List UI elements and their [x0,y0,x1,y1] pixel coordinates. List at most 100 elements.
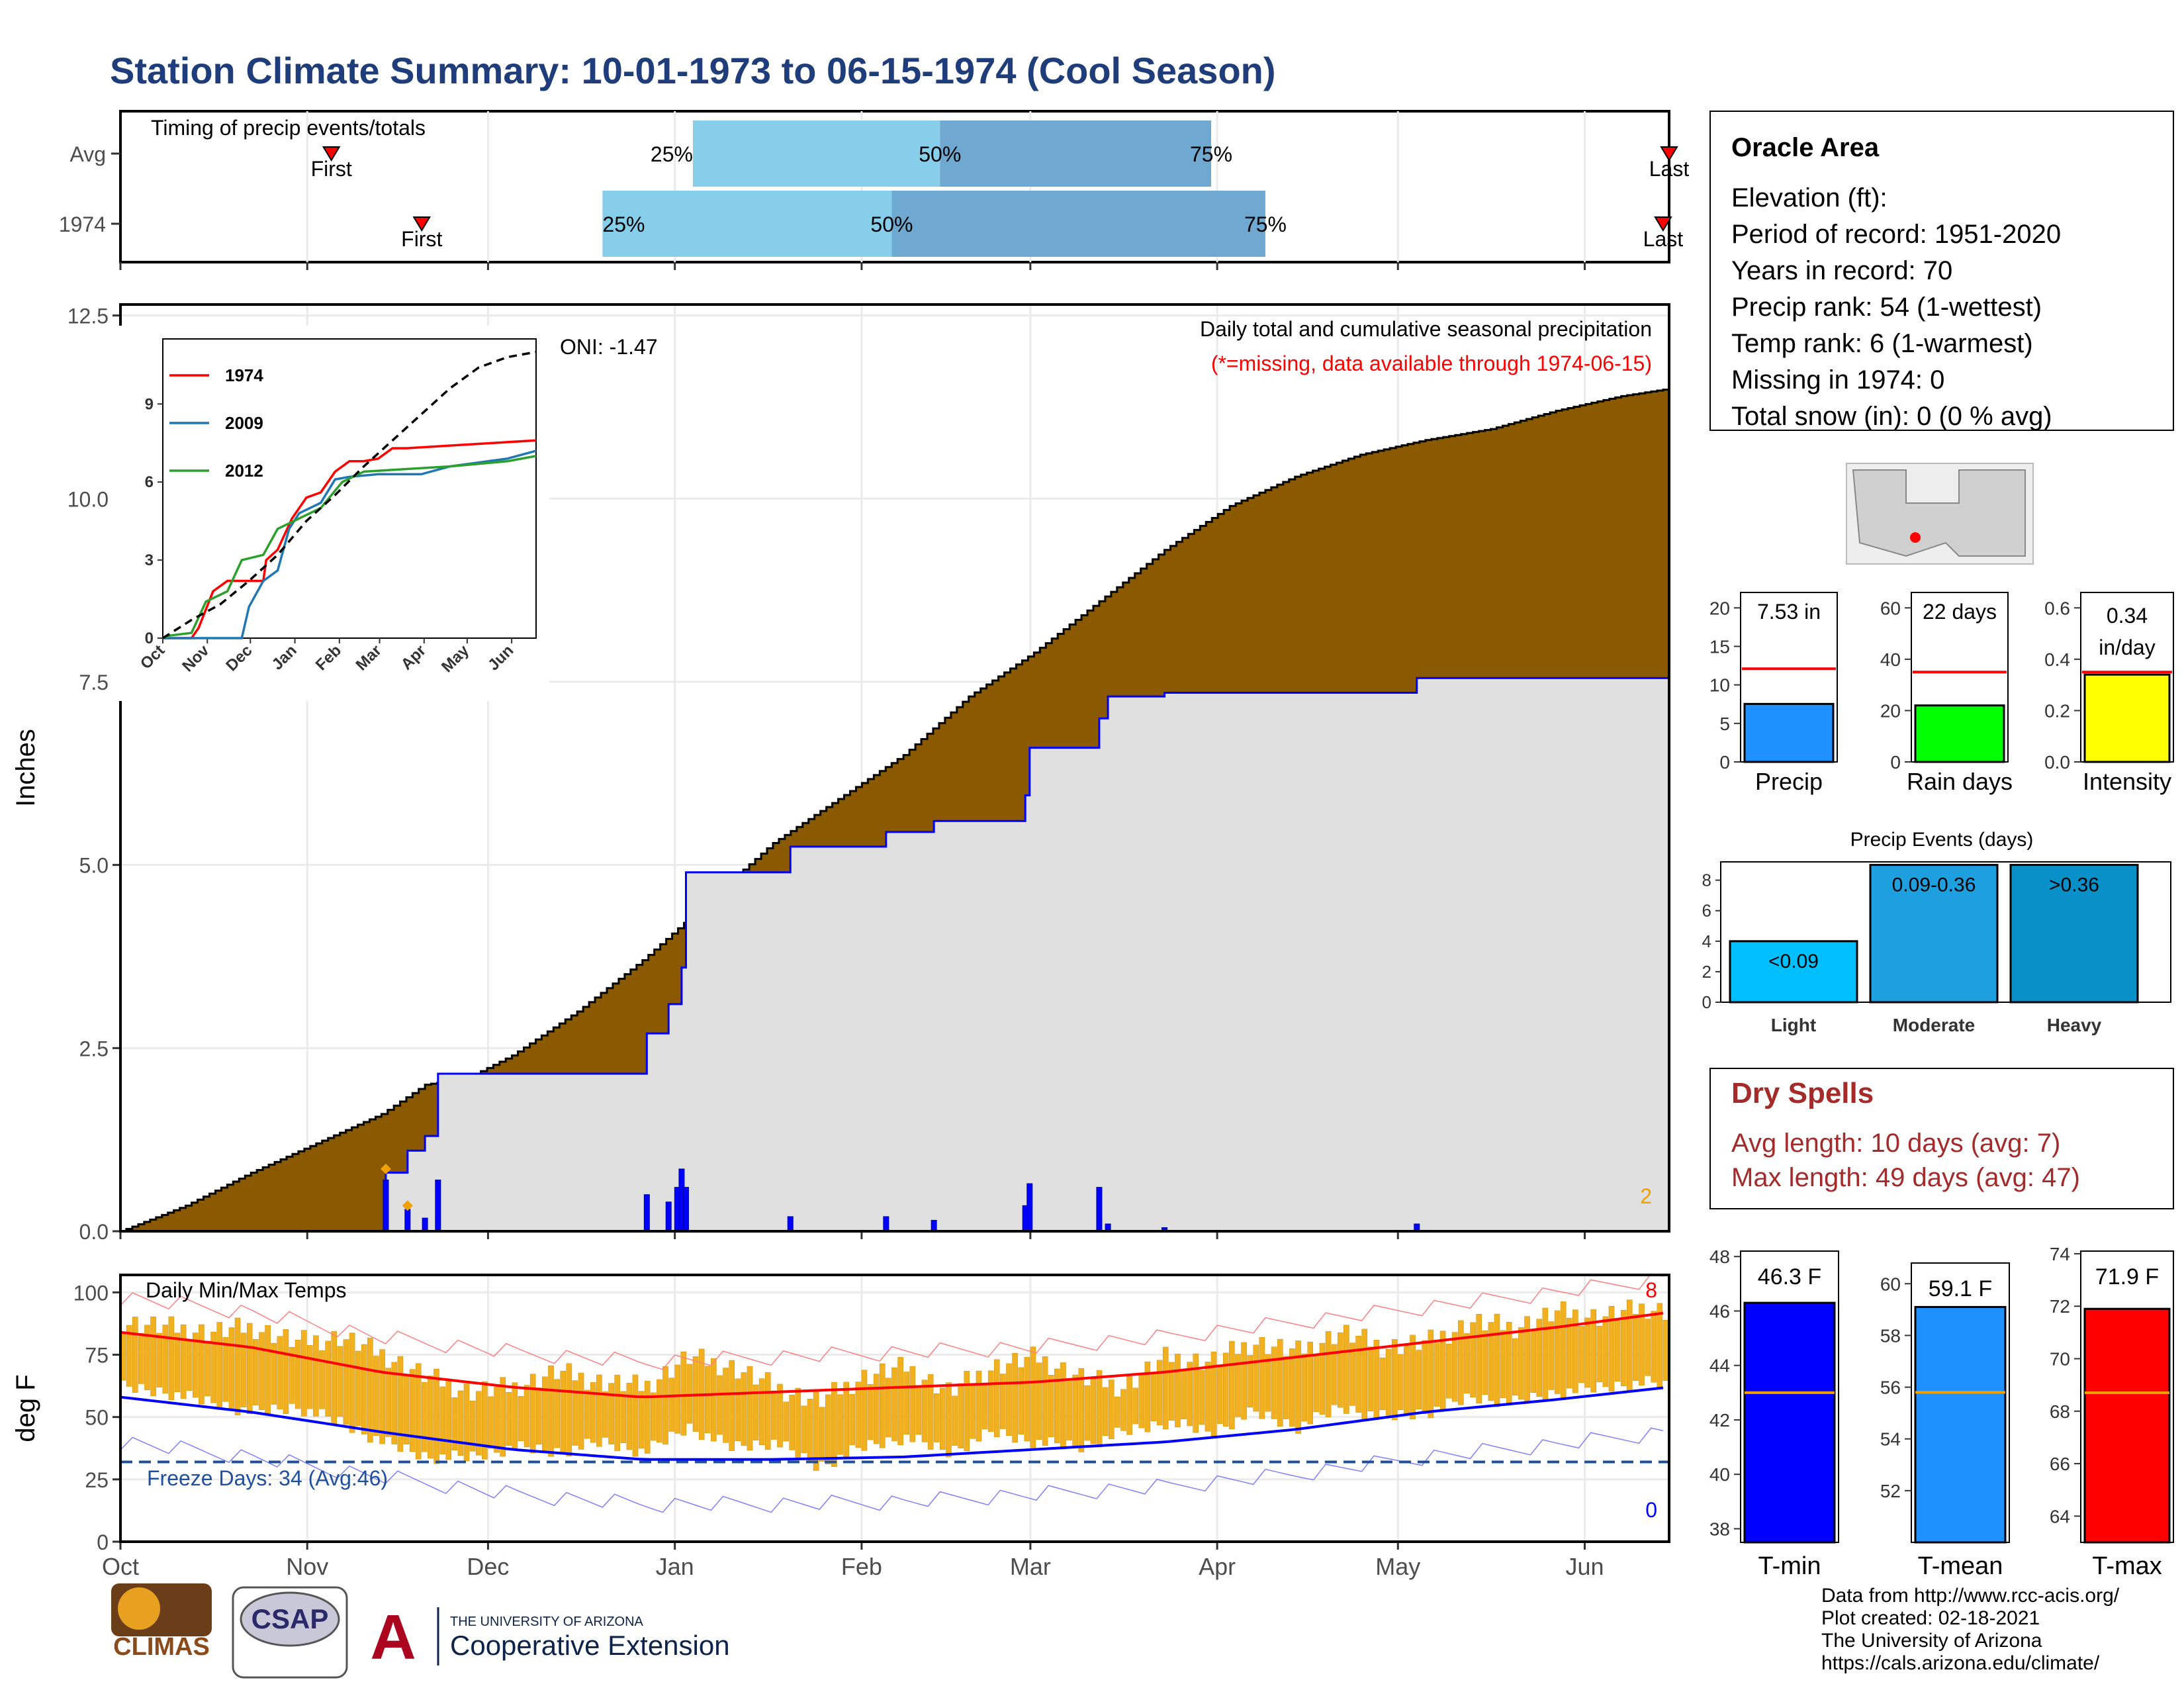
daily-temp-bar [964,1371,970,1451]
mini-y-tick-label: 10 [1709,675,1730,696]
csap-logo-text: CSAP [251,1603,329,1634]
observed-cumulative-area [120,678,1669,1231]
daily-temp-bar [915,1385,922,1435]
daily-temp-bar [560,1370,567,1453]
daily-temp-bar [1620,1309,1627,1387]
daily-temp-bar [246,1323,253,1415]
temp-bar-y-tick-label: 54 [1880,1429,1901,1450]
daily-temp-bar [1639,1303,1645,1385]
daily-temp-bar [1084,1385,1091,1441]
daily-temp-bar [379,1349,385,1444]
daily-temp-bar [355,1350,361,1427]
daily-temp-bar [1343,1325,1349,1414]
daily-temp-bar [1331,1344,1338,1405]
daily-temp-bar [240,1333,247,1407]
daily-temp-bar [1307,1342,1314,1425]
daily-temp-bar [523,1385,530,1448]
daily-temp-bar [596,1374,602,1447]
daily-temp-bar [976,1370,982,1442]
mini-y-tick-label: 15 [1709,636,1730,657]
daily-temp-bar [1078,1368,1085,1452]
temp-bar-y-tick-label: 52 [1880,1481,1901,1501]
daily-temp-bar [1657,1303,1663,1389]
daily-precip-bar [643,1194,650,1232]
daily-temp-bar [993,1359,1000,1437]
temp-y-tick-label: 75 [85,1344,109,1368]
mini-y-tick-label: 60 [1880,598,1901,618]
avg-min-line [120,1386,1664,1461]
daily-temp-bar [1373,1339,1380,1419]
temp-x-tick-label: Nov [286,1553,328,1580]
daily-temp-bar [1229,1340,1235,1429]
daily-temp-bar [1193,1353,1199,1433]
timing-row-label: Avg [69,142,106,166]
daily-temp-bar [752,1384,759,1440]
daily-precip-bar [383,1180,389,1232]
inset-y-tick-label: 0 [145,630,154,647]
temp-bar-label: T-max [2092,1552,2162,1580]
daily-temp-bar [1518,1327,1524,1400]
daily-precip-bar [665,1201,672,1232]
mini-y-tick-label: 40 [1880,649,1901,670]
daily-temp-bar [566,1363,572,1457]
daily-temp-bar [313,1335,319,1417]
daily-temp-bar [981,1383,988,1430]
daily-precip-bar [883,1216,889,1232]
daily-temp-bar [704,1366,711,1434]
daily-temp-bar [439,1386,445,1455]
info-line: Missing in 1974: 0 [1731,365,1944,395]
daily-temp-bar [584,1389,590,1439]
daily-temp-bar [873,1374,880,1444]
daily-temp-bar [891,1367,897,1442]
temp-value-label: 46.3 F [1758,1264,1821,1289]
daily-temp-bar [602,1391,608,1438]
precip-panel-title: Daily total and cumulative seasonal prec… [1200,317,1652,341]
daily-temp-bar [1024,1356,1030,1442]
daily-temp-bar [831,1382,837,1468]
daily-temp-bar [1048,1375,1054,1437]
daily-precip-bar [787,1216,794,1232]
daily-temp-bar [1506,1322,1512,1405]
temp-y-tick-label: 0 [97,1530,109,1554]
daily-temp-bar [1361,1329,1367,1420]
daily-temp-bar [1169,1362,1175,1421]
daily-temp-bar [156,1333,162,1387]
info-line: Years in record: 70 [1731,256,1952,285]
missing-data-marker [380,1163,391,1174]
temp-y-tick-label: 100 [73,1281,109,1305]
events-y-tick-label: 0 [1702,992,1711,1012]
daily-temp-bar [415,1363,422,1460]
daily-temp-bar [1385,1348,1392,1416]
daily-temp-bar [529,1374,536,1454]
t-min-bar [1743,1301,1836,1544]
timing-bar-q2 [602,191,892,257]
timing-last-marker [1660,146,1678,162]
daily-temp-bar [1590,1309,1596,1393]
temp-bar-y-tick-label: 38 [1709,1519,1730,1539]
daily-temp-bar [958,1383,964,1449]
daily-temp-bar [1115,1397,1120,1428]
daily-temp-bar [331,1331,338,1425]
daily-temp-bar [1216,1364,1223,1425]
precip-event-range: >0.36 [2049,874,2099,896]
daily-temp-bar [1120,1389,1126,1431]
daily-temp-bar [1422,1340,1428,1415]
daily-temp-bar [886,1378,891,1438]
daily-temp-bar [1391,1339,1398,1421]
csap-cloud-icon [240,1591,340,1647]
daily-temp-bar [909,1366,916,1442]
daily-temp-bar [921,1380,928,1442]
daily-temp-bar [1566,1317,1572,1389]
temp-value-label: 71.9 F [2095,1264,2159,1289]
rain-days-bar [1914,704,2005,763]
oni-label: ONI: -1.47 [560,335,658,359]
daily-temp-bar [126,1325,132,1387]
timing-last-label: Last [1643,227,1684,251]
daily-temp-bar [542,1376,548,1451]
daily-temp-bar [1210,1351,1217,1436]
daily-temp-bar [554,1379,560,1448]
daily-temp-bar [1205,1362,1211,1432]
daily-temp-bar [385,1368,391,1437]
timing-p25-label: 25% [602,212,645,236]
